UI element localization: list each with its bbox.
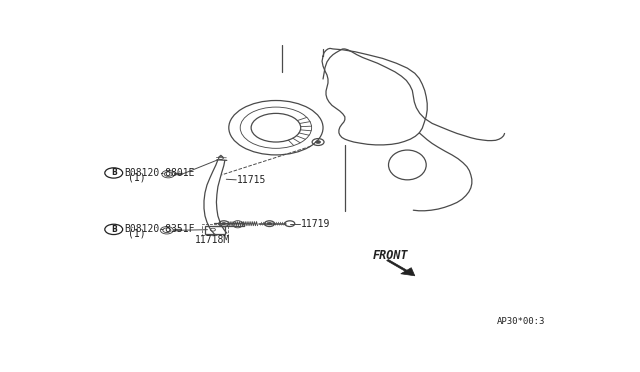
Circle shape — [268, 222, 271, 225]
Text: B: B — [111, 169, 116, 177]
Text: B08120-8801E: B08120-8801E — [125, 168, 195, 178]
Bar — [205, 226, 225, 234]
Text: AP30*00:3: AP30*00:3 — [497, 317, 545, 326]
Text: (1): (1) — [127, 229, 145, 239]
Text: 11719: 11719 — [301, 219, 330, 229]
Text: 11718M: 11718M — [195, 235, 230, 245]
Circle shape — [222, 222, 226, 225]
Text: B: B — [111, 225, 116, 234]
Text: 11715: 11715 — [237, 175, 267, 185]
Bar — [202, 224, 228, 235]
Text: (1): (1) — [127, 172, 145, 182]
Circle shape — [316, 141, 321, 144]
Text: FRONT: FRONT — [372, 248, 408, 262]
Text: B08120-8351F: B08120-8351F — [125, 224, 195, 234]
FancyArrow shape — [387, 260, 415, 276]
